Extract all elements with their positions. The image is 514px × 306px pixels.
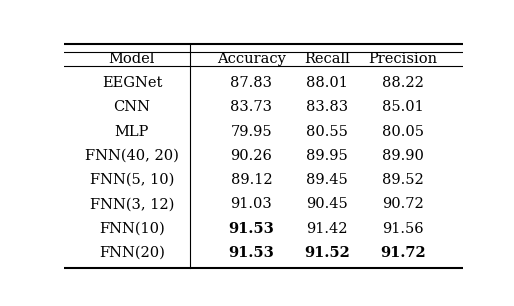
Text: FNN(10): FNN(10) bbox=[99, 222, 165, 236]
Text: FNN(40, 20): FNN(40, 20) bbox=[85, 149, 179, 163]
Text: FNN(3, 12): FNN(3, 12) bbox=[90, 197, 174, 211]
Text: 87.83: 87.83 bbox=[230, 76, 272, 90]
Text: 89.90: 89.90 bbox=[382, 149, 424, 163]
Text: 83.83: 83.83 bbox=[306, 100, 348, 114]
Text: Recall: Recall bbox=[304, 52, 350, 66]
Text: 85.01: 85.01 bbox=[382, 100, 424, 114]
Text: 90.26: 90.26 bbox=[231, 149, 272, 163]
Text: 89.45: 89.45 bbox=[306, 173, 348, 187]
Text: 89.12: 89.12 bbox=[231, 173, 272, 187]
Text: Model: Model bbox=[109, 52, 155, 66]
Text: 91.42: 91.42 bbox=[306, 222, 348, 236]
Text: CNN: CNN bbox=[114, 100, 151, 114]
Text: 91.03: 91.03 bbox=[231, 197, 272, 211]
Text: 90.72: 90.72 bbox=[382, 197, 424, 211]
Text: 91.52: 91.52 bbox=[304, 246, 350, 260]
Text: 88.01: 88.01 bbox=[306, 76, 348, 90]
Text: 80.55: 80.55 bbox=[306, 125, 348, 139]
Text: 91.56: 91.56 bbox=[382, 222, 424, 236]
Text: 91.53: 91.53 bbox=[229, 222, 274, 236]
Text: Accuracy: Accuracy bbox=[217, 52, 286, 66]
Text: 89.95: 89.95 bbox=[306, 149, 348, 163]
Text: 89.52: 89.52 bbox=[382, 173, 424, 187]
Text: MLP: MLP bbox=[115, 125, 149, 139]
Text: 90.45: 90.45 bbox=[306, 197, 348, 211]
Text: 91.72: 91.72 bbox=[380, 246, 426, 260]
Text: EEGNet: EEGNet bbox=[102, 76, 162, 90]
Text: FNN(5, 10): FNN(5, 10) bbox=[90, 173, 174, 187]
Text: 79.95: 79.95 bbox=[231, 125, 272, 139]
Text: 80.05: 80.05 bbox=[382, 125, 424, 139]
Text: 88.22: 88.22 bbox=[382, 76, 424, 90]
Text: 83.73: 83.73 bbox=[230, 100, 272, 114]
Text: FNN(20): FNN(20) bbox=[99, 246, 165, 260]
Text: Precision: Precision bbox=[369, 52, 437, 66]
Text: 91.53: 91.53 bbox=[229, 246, 274, 260]
